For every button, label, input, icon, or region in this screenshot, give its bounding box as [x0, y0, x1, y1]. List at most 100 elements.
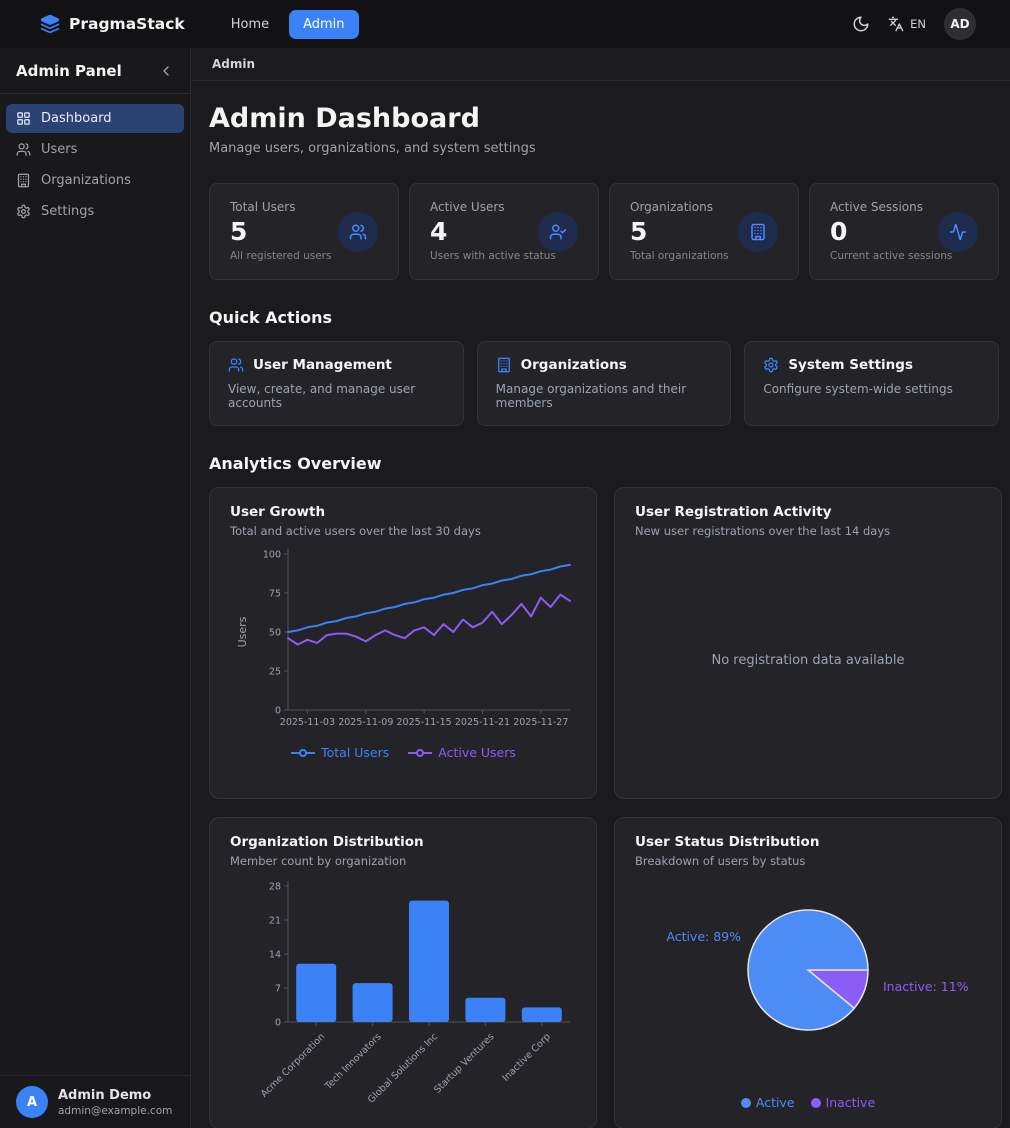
- svg-text:2025-11-27: 2025-11-27: [513, 717, 568, 728]
- breadcrumb[interactable]: Admin: [212, 57, 256, 71]
- svg-text:2025-11-09: 2025-11-09: [338, 717, 393, 728]
- language-button[interactable]: EN: [888, 16, 926, 32]
- brand[interactable]: PragmaStack: [40, 14, 185, 34]
- settings-icon: [763, 357, 779, 373]
- chart-card-title: User Growth: [230, 504, 326, 520]
- sidebar-item-label: Settings: [41, 204, 95, 219]
- analytics-heading: Analytics Overview: [209, 454, 382, 473]
- topbar: PragmaStack Home Admin EN AD: [0, 0, 1010, 48]
- svg-text:2025-11-21: 2025-11-21: [455, 717, 510, 728]
- stats-grid: Total Users 5 All registered users Activ…: [209, 183, 999, 280]
- building-icon: [749, 223, 767, 241]
- action-title: System Settings: [788, 357, 913, 373]
- action-title: User Management: [253, 357, 392, 373]
- svg-text:Inactive: 11%: Inactive: 11%: [883, 979, 969, 994]
- svg-text:2025-11-15: 2025-11-15: [396, 717, 451, 728]
- brand-name: PragmaStack: [69, 15, 185, 33]
- user-check-icon: [549, 223, 567, 241]
- sidebar-item-dashboard[interactable]: Dashboard: [6, 104, 184, 133]
- card-user-growth: User Growth Total and active users over …: [209, 487, 597, 799]
- svg-text:0: 0: [275, 706, 281, 717]
- action-card-user-management[interactable]: User Management View, create, and manage…: [209, 341, 464, 426]
- stat-label: Active Sessions: [830, 200, 923, 214]
- svg-text:Active: 89%: Active: 89%: [666, 929, 741, 944]
- page-subtitle: Manage users, organizations, and system …: [209, 141, 536, 156]
- stat-icon-circle: [338, 211, 378, 252]
- sidebar-user-email: admin@example.com: [58, 1104, 173, 1117]
- users-icon: [16, 142, 31, 157]
- sidebar-item-organizations[interactable]: Organizations: [6, 166, 184, 195]
- language-code: EN: [910, 17, 926, 31]
- empty-state-message: No registration data available: [711, 652, 905, 668]
- users-icon: [228, 357, 244, 373]
- action-description: View, create, and manage user accounts: [228, 382, 416, 410]
- users-icon: [349, 223, 367, 241]
- stat-label: Active Users: [430, 200, 505, 214]
- chart-card-subtitle: Total and active users over the last 30 …: [230, 524, 481, 538]
- quick-actions-heading: Quick Actions: [209, 308, 333, 327]
- svg-text:Tech Innovators: Tech Innovators: [322, 1031, 383, 1092]
- sidebar-user-name: Admin Demo: [58, 1087, 152, 1103]
- stat-description: Current active sessions: [830, 250, 953, 262]
- moon-icon[interactable]: [852, 15, 870, 33]
- svg-text:2025-11-03: 2025-11-03: [280, 717, 335, 728]
- nav-home[interactable]: Home: [230, 16, 270, 32]
- stat-value: 0: [830, 217, 848, 246]
- main-content: Admin Dashboard Manage users, organizati…: [191, 81, 1010, 1128]
- nav-admin[interactable]: Admin: [289, 9, 359, 39]
- svg-text:Startup Ventures: Startup Ventures: [432, 1031, 496, 1095]
- sidebar-item-label: Dashboard: [41, 111, 112, 126]
- layers-logo-icon: [40, 14, 60, 34]
- building-icon: [16, 173, 31, 188]
- action-card-system-settings[interactable]: System Settings Configure system-wide se…: [744, 341, 999, 426]
- languages-icon: [888, 16, 904, 32]
- legend-item: Inactive: [810, 1095, 875, 1110]
- analytics-grid: User Growth Total and active users over …: [209, 487, 1002, 1128]
- layout-grid-icon: [16, 111, 31, 126]
- sidebar-nav: Dashboard Users Organizations Settings: [0, 94, 190, 236]
- chevron-left-icon[interactable]: [158, 63, 174, 79]
- chart-card-title: User Registration Activity: [635, 504, 832, 520]
- card-user-registration-activity: User Registration Activity New user regi…: [614, 487, 1002, 799]
- user-avatar[interactable]: AD: [944, 8, 976, 40]
- sidebar-header: Admin Panel: [0, 48, 190, 94]
- sidebar-title: Admin Panel: [16, 62, 122, 80]
- sidebar-item-users[interactable]: Users: [6, 135, 184, 164]
- chart-body: 0 7 14 21 28 Acme Corporation Tech Innovators G…: [230, 868, 576, 1112]
- chart-body: Active: 89% Inactive: 11% Active Inactive: [635, 868, 981, 1112]
- chart-card-subtitle: Member count by organization: [230, 854, 407, 868]
- sidebar: Admin Panel Dashboard Users Organization…: [0, 48, 191, 1128]
- svg-text:21: 21: [269, 916, 281, 927]
- action-title: Organizations: [520, 357, 627, 373]
- chart-card-subtitle: New user registrations over the last 14 …: [635, 524, 891, 538]
- svg-text:Users: Users: [236, 616, 249, 647]
- sidebar-item-label: Users: [41, 142, 78, 157]
- main-nav: Home Admin: [221, 9, 359, 39]
- svg-text:75: 75: [269, 589, 281, 600]
- stat-value: 5: [230, 217, 248, 246]
- page-title: Admin Dashboard: [209, 103, 480, 134]
- sidebar-user-section[interactable]: A Admin Demo admin@example.com: [0, 1075, 190, 1128]
- svg-text:7: 7: [275, 984, 281, 995]
- stat-value: 5: [630, 217, 648, 246]
- svg-text:Inactive Corp: Inactive Corp: [501, 1031, 553, 1083]
- svg-text:Acme Corporation: Acme Corporation: [259, 1031, 327, 1099]
- action-card-organizations[interactable]: Organizations Manage organizations and t…: [476, 341, 732, 426]
- stat-value: 4: [430, 217, 448, 246]
- legend-item: Active Users: [407, 745, 516, 760]
- svg-text:25: 25: [269, 667, 281, 678]
- card-user-status-distribution: User Status Distribution Breakdown of us…: [614, 817, 1002, 1128]
- chart-card-subtitle: Breakdown of users by status: [635, 854, 806, 868]
- sidebar-item-settings[interactable]: Settings: [6, 197, 184, 226]
- chart-card-title: Organization Distribution: [230, 834, 424, 850]
- stat-card-active-sessions: Active Sessions 0 Current active session…: [809, 183, 999, 280]
- stat-label: Total Users: [230, 200, 296, 214]
- stat-card-organizations: Organizations 5 Total organizations: [609, 183, 799, 280]
- chart-card-title: User Status Distribution: [635, 834, 820, 850]
- user-status-pie-chart: Active: 89% Inactive: 11%: [666, 909, 969, 1031]
- sidebar-item-label: Organizations: [41, 173, 131, 188]
- actions-grid: User Management View, create, and manage…: [209, 341, 999, 426]
- building-icon: [496, 357, 512, 373]
- stat-label: Organizations: [630, 200, 713, 214]
